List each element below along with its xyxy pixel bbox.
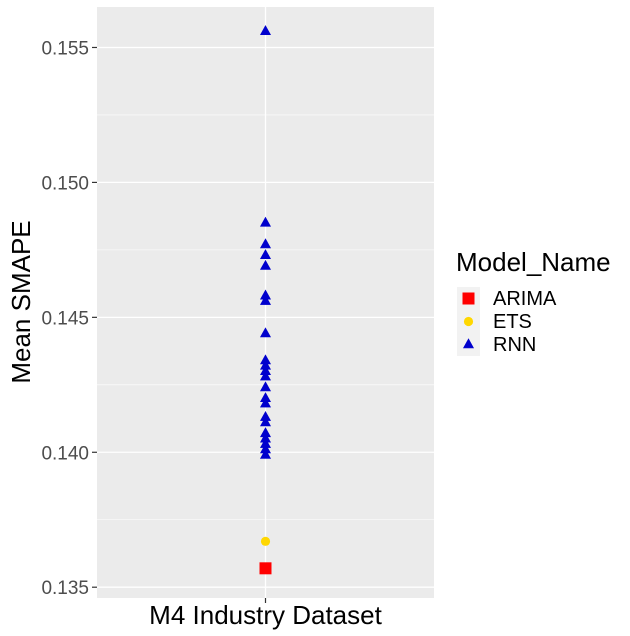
data-points bbox=[259, 25, 272, 575]
data-point-ets bbox=[260, 536, 271, 546]
data-point-rnn bbox=[259, 381, 272, 392]
data-point-rnn bbox=[259, 249, 272, 259]
x-tick-label: M4 Industry Dataset bbox=[149, 600, 382, 630]
y-tick-label: 0.135 bbox=[41, 578, 89, 599]
axes: 0.135 0.140 0.145 0.150 0.155 M4 Industry Dat… bbox=[41, 38, 382, 630]
data-point-rnn bbox=[259, 397, 272, 408]
legend-label-rnn: RNN bbox=[493, 334, 536, 356]
legend-label-arima: ARIMA bbox=[493, 288, 557, 310]
data-point-rnn bbox=[259, 238, 272, 249]
legend-marker-ets bbox=[463, 316, 474, 327]
legend-marker-arima bbox=[462, 292, 475, 305]
y-tick-label: 0.155 bbox=[41, 38, 89, 59]
y-tick-label: 0.140 bbox=[41, 443, 89, 464]
data-point-rnn bbox=[259, 327, 272, 338]
y-tick-label: 0.150 bbox=[41, 173, 89, 194]
legend-label-ets: ETS bbox=[493, 311, 532, 333]
data-point-rnn bbox=[259, 216, 272, 227]
data-point-arima bbox=[259, 562, 272, 575]
data-point-rnn bbox=[259, 416, 272, 427]
y-axis-title: Mean SMAPE bbox=[6, 220, 36, 383]
data-point-rnn bbox=[259, 294, 272, 305]
data-point-rnn bbox=[259, 370, 272, 381]
data-point-rnn bbox=[259, 448, 272, 459]
data-point-rnn bbox=[259, 25, 272, 36]
legend-marker-rnn bbox=[462, 338, 475, 349]
legend-title: Model_Name bbox=[456, 247, 611, 277]
data-point-rnn bbox=[259, 259, 272, 270]
y-tick-label: 0.145 bbox=[41, 308, 89, 329]
